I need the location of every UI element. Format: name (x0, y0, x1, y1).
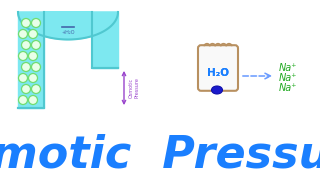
Circle shape (31, 19, 41, 28)
Circle shape (31, 84, 41, 93)
Circle shape (19, 51, 28, 60)
Polygon shape (18, 12, 118, 39)
Text: H₂O: H₂O (207, 68, 229, 78)
Circle shape (21, 84, 30, 93)
Polygon shape (18, 12, 44, 108)
Text: Osmotic  Pressure: Osmotic Pressure (0, 134, 320, 177)
FancyBboxPatch shape (198, 45, 238, 91)
Circle shape (28, 73, 37, 82)
Circle shape (21, 40, 30, 50)
Text: Na⁺: Na⁺ (279, 83, 297, 93)
Polygon shape (92, 12, 118, 68)
Circle shape (31, 40, 41, 50)
Text: H₂O: H₂O (207, 68, 229, 78)
Circle shape (19, 96, 28, 105)
Ellipse shape (212, 86, 222, 94)
Circle shape (19, 30, 28, 39)
Circle shape (31, 62, 41, 71)
Circle shape (28, 51, 37, 60)
Text: Na⁺: Na⁺ (279, 73, 297, 83)
Text: Na⁺: Na⁺ (279, 63, 297, 73)
Circle shape (21, 62, 30, 71)
Circle shape (21, 19, 30, 28)
Text: Osmotic
Pressure: Osmotic Pressure (129, 78, 140, 98)
Circle shape (28, 30, 37, 39)
Text: +H₂O: +H₂O (61, 30, 75, 35)
Circle shape (28, 96, 37, 105)
Circle shape (19, 73, 28, 82)
